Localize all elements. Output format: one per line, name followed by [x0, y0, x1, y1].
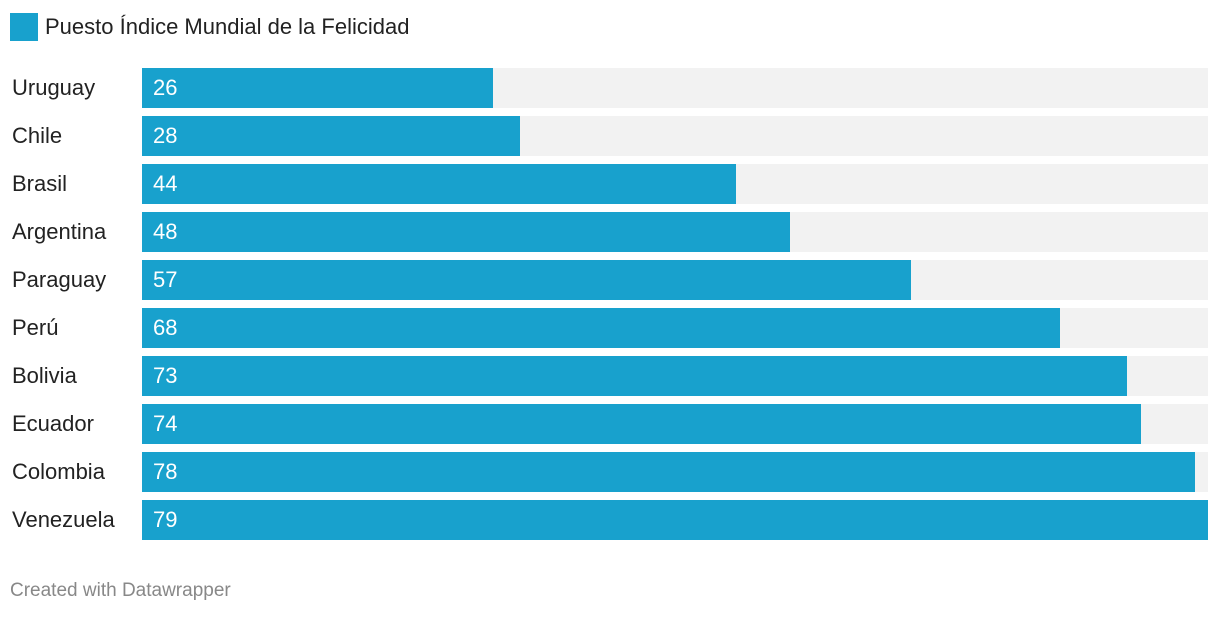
category-label: Colombia [12, 459, 105, 484]
category-label: Venezuela [12, 507, 115, 532]
bar [142, 260, 911, 300]
bar [142, 68, 493, 108]
bar [142, 164, 736, 204]
legend-label: Puesto Índice Mundial de la Felicidad [45, 14, 410, 39]
bar [142, 116, 520, 156]
value-label: 48 [153, 219, 178, 244]
value-label: 44 [153, 171, 178, 196]
bar [142, 212, 790, 252]
value-label: 26 [153, 75, 178, 100]
bar [142, 404, 1141, 444]
value-label: 28 [153, 123, 178, 148]
category-label: Brasil [12, 171, 68, 196]
value-label: 73 [153, 363, 178, 388]
bar [142, 356, 1127, 396]
category-label: Paraguay [12, 267, 107, 292]
category-label: Bolivia [12, 363, 77, 388]
category-label: Uruguay [12, 75, 96, 100]
value-label: 79 [153, 507, 178, 532]
value-label: 74 [153, 411, 178, 436]
category-label: Perú [12, 315, 59, 340]
credit-text: Created with Datawrapper [10, 580, 231, 601]
value-label: 78 [153, 459, 178, 484]
bar [142, 452, 1195, 492]
bar [142, 308, 1060, 348]
value-label: 57 [153, 267, 178, 292]
category-label: Chile [12, 123, 63, 148]
category-label: Argentina [12, 219, 107, 244]
bar [142, 500, 1208, 540]
category-label: Ecuador [12, 411, 94, 436]
legend-swatch [10, 13, 38, 41]
value-label: 68 [153, 315, 178, 340]
legend: Puesto Índice Mundial de la Felicidad [10, 12, 409, 42]
